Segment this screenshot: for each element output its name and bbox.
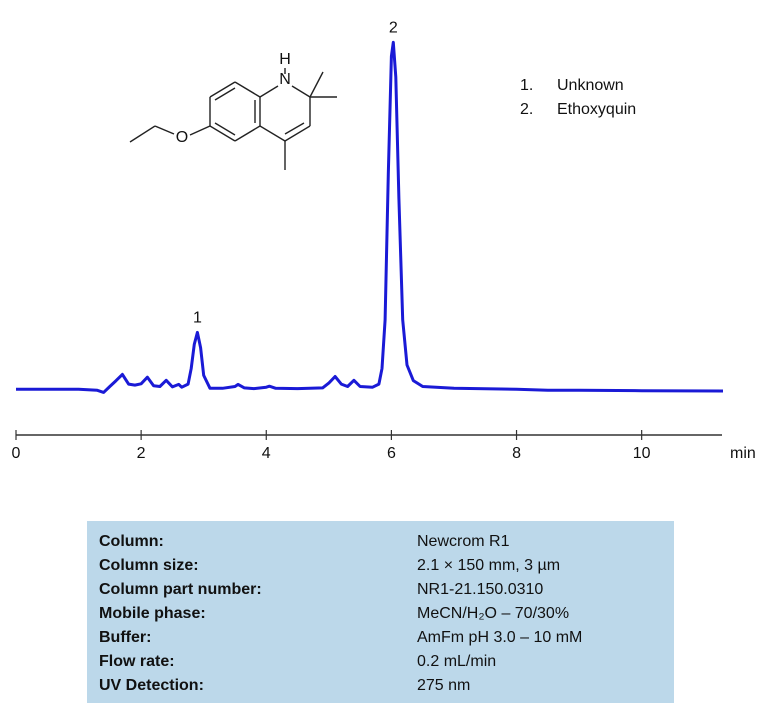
x-tick-label: 2 bbox=[137, 445, 146, 462]
table-label: Buffer: bbox=[99, 629, 151, 646]
table-value: AmFm pH 3.0 – 10 mM bbox=[417, 629, 582, 646]
table-label: Column: bbox=[99, 533, 164, 550]
chromatogram-line bbox=[16, 40, 724, 394]
table-label: Column part number: bbox=[99, 581, 262, 598]
x-tick-label: 0 bbox=[12, 445, 21, 462]
x-axis-label: min bbox=[730, 445, 756, 462]
table-label: UV Detection: bbox=[99, 677, 204, 694]
atom-label: H bbox=[279, 51, 291, 68]
legend-number: 1. bbox=[520, 77, 533, 94]
table-value: 2.1 × 150 mm, 3 µm bbox=[417, 557, 560, 574]
x-tick-label: 6 bbox=[387, 445, 396, 462]
table-value: MeCN/H₂O – 70/30% bbox=[417, 605, 569, 622]
peak-label: 2 bbox=[389, 20, 398, 37]
table-value: 0.2 mL/min bbox=[417, 653, 496, 670]
table-value: Newcrom R1 bbox=[417, 533, 510, 550]
x-tick-label: 8 bbox=[512, 445, 521, 462]
table-label: Flow rate: bbox=[99, 653, 175, 670]
info-table-bg bbox=[87, 521, 674, 703]
atom-label: O bbox=[176, 129, 188, 146]
x-tick-label: 10 bbox=[633, 445, 651, 462]
peak-label: 1 bbox=[193, 310, 202, 327]
legend-label: Ethoxyquin bbox=[557, 101, 636, 118]
molecule-structure bbox=[129, 68, 337, 170]
table-label: Mobile phase: bbox=[99, 605, 206, 622]
table-value: NR1-21.150.0310 bbox=[417, 581, 543, 598]
table-label: Column size: bbox=[99, 557, 199, 574]
x-tick-label: 4 bbox=[262, 445, 271, 462]
legend-label: Unknown bbox=[557, 77, 624, 94]
atom-label: N bbox=[279, 71, 291, 88]
table-value: 275 nm bbox=[417, 677, 470, 694]
legend-number: 2. bbox=[520, 101, 533, 118]
